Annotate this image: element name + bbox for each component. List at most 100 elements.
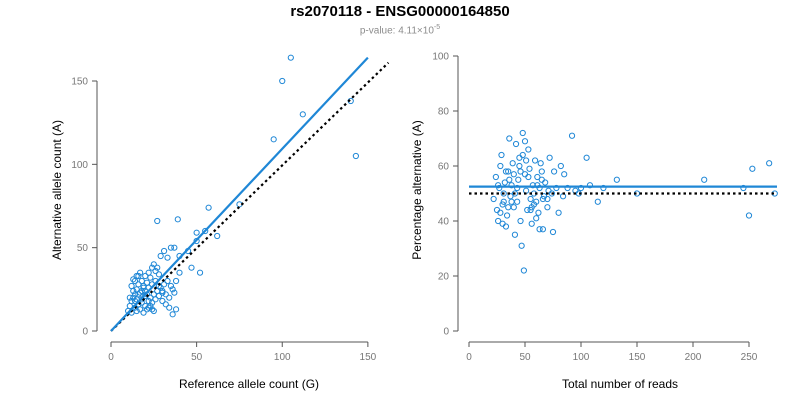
- data-point: [214, 232, 221, 240]
- y-axis-title: Alternative allele count (A): [50, 120, 64, 260]
- data-point: [152, 267, 159, 275]
- pvalue-subtitle: p-value: 4.11×10-5: [0, 24, 800, 36]
- data-point: [535, 209, 542, 216]
- data-point: [501, 179, 508, 186]
- data-point: [162, 291, 169, 298]
- data-point: [528, 204, 535, 211]
- x-tick-label: 150: [360, 352, 377, 363]
- data-point: [505, 204, 512, 211]
- data-point: [150, 307, 157, 315]
- data-point: [172, 306, 180, 313]
- data-point: [154, 287, 161, 295]
- y-tick-label: 80: [438, 107, 450, 118]
- data-point: [133, 307, 140, 315]
- data-point: [510, 171, 517, 178]
- data-point: [135, 272, 142, 280]
- data-point: [539, 226, 547, 233]
- data-point: [514, 184, 521, 192]
- data-point: [495, 182, 502, 189]
- allele-count-plot: Reference allele count (G) Alternative a…: [50, 54, 390, 391]
- x-tick-label: 200: [685, 352, 702, 363]
- data-point: [130, 276, 137, 283]
- data-point: [517, 168, 524, 175]
- data-point: [169, 311, 176, 318]
- data-point: [499, 220, 506, 227]
- data-point: [202, 227, 209, 235]
- data-point: [496, 184, 503, 192]
- data-point: [545, 187, 552, 194]
- data-point: [147, 294, 154, 301]
- data-point: [167, 244, 175, 251]
- data-point: [577, 184, 585, 192]
- data-point: [169, 286, 176, 293]
- data-point: [490, 195, 497, 203]
- x-tick-label: 100: [274, 352, 291, 363]
- data-point: [160, 281, 168, 288]
- data-point: [510, 204, 517, 211]
- data-point: [502, 168, 510, 175]
- data-point: [534, 173, 541, 181]
- data-point: [140, 284, 147, 291]
- data-point: [142, 302, 149, 310]
- data-point: [542, 179, 549, 186]
- data-point: [740, 184, 747, 192]
- data-point: [506, 135, 513, 142]
- x-tick-label: 150: [629, 352, 646, 363]
- data-point: [527, 206, 534, 214]
- data-point: [142, 272, 149, 280]
- data-point: [557, 162, 564, 170]
- data-point: [524, 206, 531, 214]
- pvalue-exponent: -5: [433, 24, 441, 31]
- data-point: [150, 291, 157, 298]
- data-point: [517, 217, 524, 225]
- data-point: [507, 193, 514, 200]
- data-point: [155, 271, 163, 278]
- y-tick-label: 150: [71, 77, 88, 88]
- data-point: [279, 77, 286, 85]
- data-point: [172, 277, 180, 285]
- pvalue-label: p-value: 4.11×10: [359, 25, 434, 37]
- data-point: [549, 228, 557, 236]
- reference-line: [110, 61, 390, 332]
- x-tick-label: 50: [519, 352, 531, 363]
- data-point: [586, 182, 594, 189]
- x-tick-label: 0: [108, 352, 114, 363]
- y-tick-label: 100: [432, 52, 449, 63]
- data-point: [594, 198, 601, 205]
- data-point: [495, 217, 502, 225]
- data-point: [521, 138, 529, 145]
- percentage-alternative-plot: Total number of reads Percentage alterna…: [410, 52, 778, 391]
- data-point: [523, 157, 530, 164]
- data-point: [525, 173, 532, 181]
- data-point: [564, 184, 571, 192]
- y-tick-label: 0: [82, 327, 88, 338]
- data-point: [157, 252, 164, 260]
- data-point: [171, 289, 178, 296]
- data-point: [538, 168, 545, 175]
- data-point: [529, 182, 536, 189]
- data-point: [299, 111, 306, 118]
- data-point: [561, 171, 568, 178]
- x-tick-label: 50: [191, 352, 203, 363]
- data-point: [147, 274, 154, 281]
- data-point: [270, 136, 277, 143]
- data-point: [166, 294, 173, 301]
- data-point: [527, 195, 534, 203]
- data-point: [508, 182, 515, 189]
- data-point: [166, 304, 173, 311]
- data-point: [546, 154, 553, 161]
- data-point: [145, 304, 152, 311]
- data-point: [205, 204, 212, 211]
- data-point: [138, 287, 145, 295]
- data-point: [509, 160, 516, 167]
- data-point: [126, 294, 133, 301]
- data-point: [514, 198, 521, 205]
- y-axis-title: Percentage alternative (A): [410, 120, 424, 259]
- data-point: [128, 282, 135, 290]
- data-point: [160, 247, 168, 255]
- data-point: [131, 277, 139, 285]
- data-point: [135, 291, 142, 298]
- data-point: [130, 294, 137, 301]
- y-tick-label: 60: [438, 162, 450, 173]
- data-point: [193, 229, 200, 236]
